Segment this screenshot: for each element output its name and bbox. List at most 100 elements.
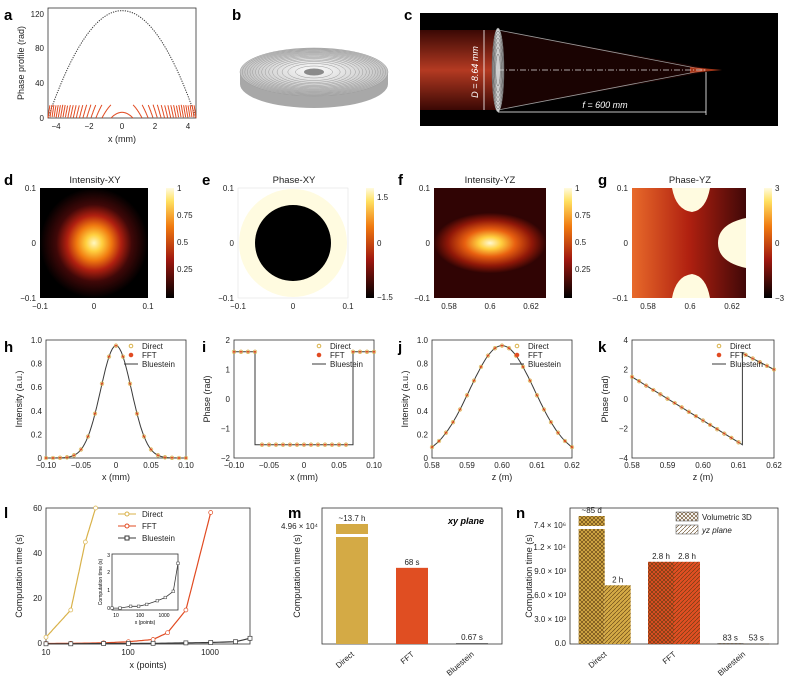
marker-direct bbox=[707, 422, 713, 428]
marker-direct bbox=[757, 360, 762, 365]
inset-marker bbox=[155, 599, 159, 603]
ytick: 2 bbox=[624, 366, 629, 375]
marker-direct bbox=[252, 349, 258, 354]
marker-direct bbox=[106, 354, 112, 359]
ytick: −0.1 bbox=[218, 294, 234, 303]
xtick: 0.62 bbox=[564, 461, 580, 470]
lens-ring bbox=[247, 50, 381, 94]
marker-fft bbox=[472, 379, 476, 382]
lens-ring bbox=[268, 57, 360, 87]
marker-direct bbox=[308, 442, 314, 447]
diameter-label: D = 8.64 mm bbox=[470, 46, 480, 98]
lens-ring bbox=[264, 55, 364, 89]
xtick: 4 bbox=[186, 122, 191, 131]
panel-f: f Intensity-YZ 1 0.75 0.5 0.25 0.1 0 −0.… bbox=[398, 172, 591, 311]
marker-direct bbox=[520, 364, 526, 370]
legend-bluestein: Bluestein bbox=[330, 360, 363, 369]
panel-j: j 0.58 0.59 0.60 0.61 0.62 0 0.2 0.4 0.6 0.8 1.0 z (… bbox=[397, 336, 580, 482]
lens-ring bbox=[276, 59, 352, 85]
panel-a-yticks: 0 40 80 120 bbox=[31, 10, 45, 123]
plane-label: xy plane bbox=[447, 516, 484, 526]
panel-label-g: g bbox=[598, 172, 607, 189]
panel-d: d Intensity-XY 1 0.75 0.5 0.25 0.1 0 −0.… bbox=[4, 172, 193, 311]
bar-hatch bbox=[648, 561, 674, 644]
marker-direct bbox=[245, 349, 251, 354]
legend-marker-direct bbox=[716, 343, 722, 349]
lens-ring bbox=[295, 65, 333, 79]
panel-label-a: a bbox=[4, 7, 13, 24]
phase-lobe-right bbox=[718, 218, 746, 268]
xtick: 0.05 bbox=[331, 461, 347, 470]
panel-i: i −0.10 −0.05 0 0.05 0.10 −2 −1 0 1 2 x (mm) Phase (… bbox=[202, 336, 382, 482]
cbar-tick: 0.5 bbox=[575, 238, 587, 247]
bar-value-label: 2.8 h bbox=[652, 552, 670, 561]
inset-xlabel: x (points) bbox=[135, 620, 156, 626]
marker-direct bbox=[562, 438, 568, 444]
marker-direct bbox=[548, 420, 554, 425]
cbar-tick: 1 bbox=[575, 184, 580, 193]
marker-direct bbox=[120, 354, 126, 359]
marker-fft bbox=[128, 382, 132, 385]
marker-direct bbox=[679, 405, 684, 410]
ytick: 1.2 × 10⁴ bbox=[533, 543, 566, 552]
ylabel: Intensity (a.u.) bbox=[400, 370, 410, 427]
legend-fft: FFT bbox=[330, 351, 345, 360]
marker-fft bbox=[253, 350, 257, 353]
panel-c: c D = 8.64 mm f = 600 mm bbox=[404, 7, 778, 126]
legend-marker-fft bbox=[716, 352, 722, 358]
xtick: 0 bbox=[114, 461, 119, 470]
ytick: 40 bbox=[33, 549, 42, 558]
marker-fft bbox=[507, 347, 511, 350]
panel-n-bars: ~85 d 2 h Direct 2.8 h 2.8 h FFT 83 s 53 sBlues… bbox=[577, 506, 770, 678]
marker-direct bbox=[294, 442, 300, 447]
xlabel: x (mm) bbox=[290, 472, 318, 482]
marker-fft bbox=[680, 406, 683, 409]
marker-direct bbox=[322, 442, 328, 447]
colorbar-f bbox=[564, 188, 572, 298]
legend-marker-fft bbox=[124, 523, 130, 529]
xtick: −0.1 bbox=[32, 302, 48, 311]
marker-fft bbox=[351, 350, 355, 353]
marker-bluestein bbox=[183, 640, 189, 646]
marker-fft bbox=[344, 443, 348, 446]
cbar-tick: 0.25 bbox=[575, 265, 591, 274]
ytick: 0 bbox=[226, 395, 231, 404]
legend-direct: Direct bbox=[142, 510, 164, 519]
phase-lobe-bottom bbox=[672, 274, 710, 298]
panel-l-series bbox=[43, 505, 253, 647]
input-beam bbox=[420, 30, 498, 110]
legend-direct: Direct bbox=[330, 342, 352, 351]
marker-direct bbox=[134, 411, 140, 416]
panel-l-xlabel: x (points) bbox=[129, 660, 166, 670]
marker-direct bbox=[287, 442, 293, 447]
marker-bluestein bbox=[101, 641, 106, 646]
ytick: 7.4 × 10⁶ bbox=[534, 521, 566, 530]
xtick: 0.1 bbox=[142, 302, 154, 311]
marker-fft bbox=[737, 441, 740, 444]
cbar-tick: 1 bbox=[177, 184, 182, 193]
panel-label-b: b bbox=[232, 7, 241, 24]
ylabel: Intensity (a.u.) bbox=[14, 370, 24, 427]
legend-marker-fft bbox=[316, 352, 322, 358]
marker-direct bbox=[92, 411, 98, 416]
marker-direct bbox=[693, 413, 699, 419]
ytick: 0.6 bbox=[417, 383, 429, 392]
panel-k-axes bbox=[631, 339, 775, 459]
marker-direct bbox=[176, 455, 182, 461]
xtick: 0.60 bbox=[695, 461, 711, 470]
lens-ring bbox=[249, 50, 379, 94]
ytick: −0.1 bbox=[612, 294, 628, 303]
marker-fft bbox=[751, 357, 754, 360]
marker-direct bbox=[450, 420, 456, 425]
panel-l: l 0 20 40 60 10 100 1000 x (points) Comp… bbox=[4, 504, 253, 670]
marker-direct bbox=[43, 634, 49, 640]
marker-fft bbox=[44, 456, 48, 460]
marker-fft bbox=[170, 456, 174, 459]
legend-fft: FFT bbox=[730, 351, 745, 360]
panel-g-title: Phase-YZ bbox=[669, 175, 711, 186]
marker-fft bbox=[556, 431, 560, 434]
xtick: 0.58 bbox=[624, 461, 640, 470]
marker-direct bbox=[148, 447, 154, 452]
ytick: 4 bbox=[624, 336, 629, 345]
